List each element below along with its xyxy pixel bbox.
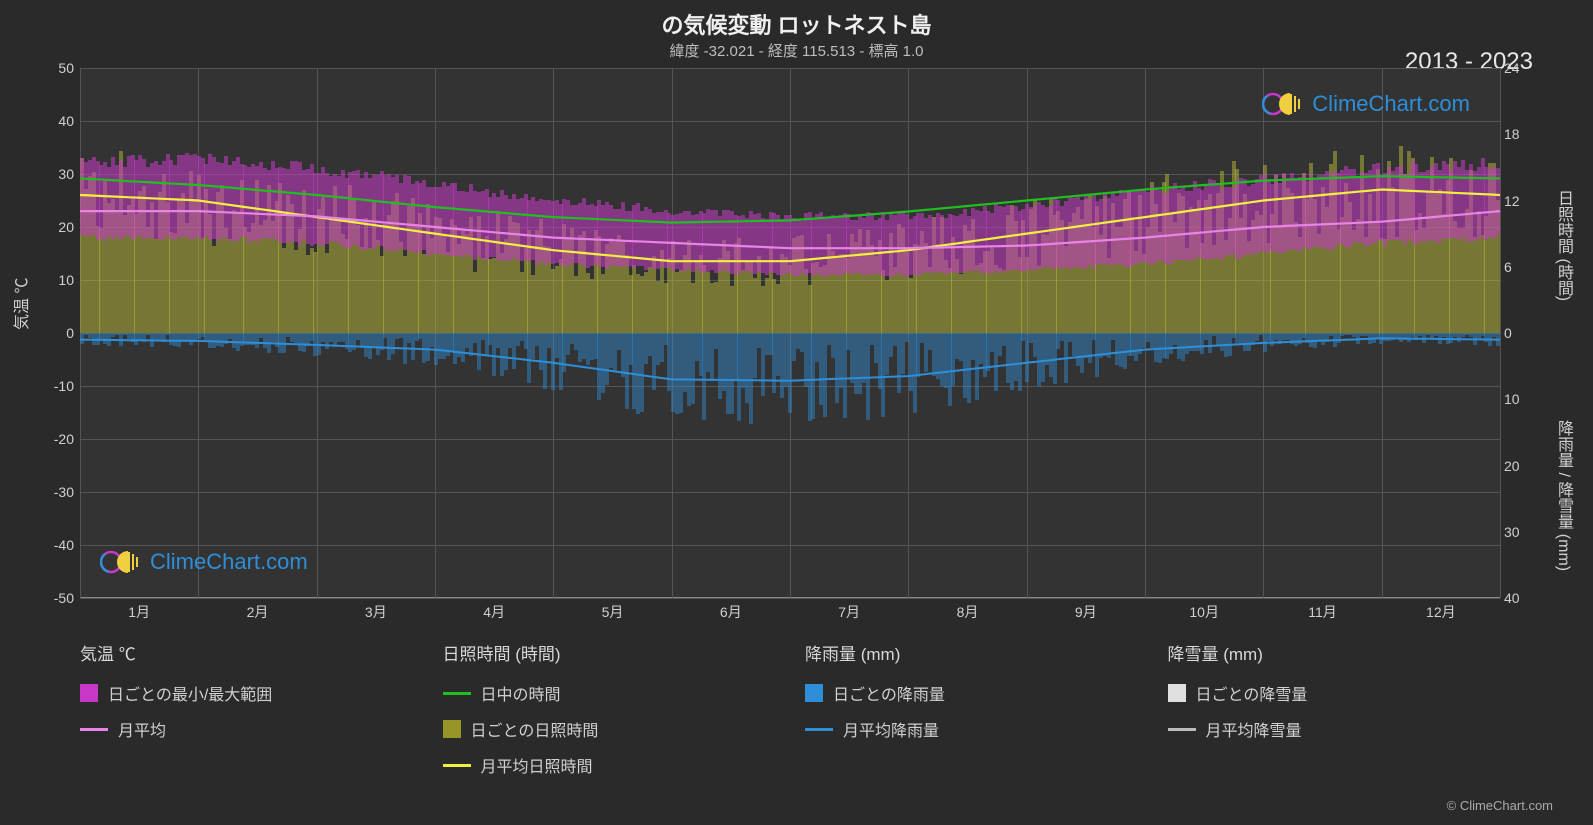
watermark-bottom: ClimeChart.com: [100, 548, 308, 576]
ytick-right: 6: [1504, 259, 1534, 275]
xtick-month: 12月: [1426, 602, 1456, 622]
watermark-text: ClimeChart.com: [150, 549, 308, 575]
legend-group-title: 気温 ℃: [80, 640, 413, 665]
ytick-left: 20: [40, 219, 74, 235]
ytick-left: 10: [40, 272, 74, 288]
legend-line-icon: [805, 728, 833, 731]
xtick-month: 11月: [1308, 602, 1337, 622]
legend-item-label: 月平均降雪量: [1206, 717, 1302, 741]
ytick-left: 40: [40, 113, 74, 129]
legend-swatch-icon: [443, 720, 461, 738]
legend-swatch-icon: [80, 684, 98, 702]
xtick-month: 6月: [720, 602, 742, 622]
legend-swatch-icon: [805, 684, 823, 702]
legend-swatch-icon: [1168, 684, 1186, 702]
legend-line-icon: [80, 728, 108, 731]
ytick-left: -50: [40, 590, 74, 606]
legend-item-label: 月平均降雨量: [843, 717, 939, 741]
legend-item-label: 月平均: [118, 717, 166, 741]
legend-item: 月平均降雨量: [805, 717, 1138, 741]
legend-item: 月平均日照時間: [443, 753, 776, 777]
xtick-month: 4月: [483, 602, 505, 622]
plot-area: ClimeChart.com ClimeChart.com -50-40-30-…: [80, 68, 1500, 598]
ytick-left: -10: [40, 378, 74, 394]
xtick-month: 2月: [247, 602, 269, 622]
gridline-h: [80, 598, 1500, 599]
legend-group-title: 降雨量 (mm): [805, 640, 1138, 665]
ytick-left: -20: [40, 431, 74, 447]
chart-title: の気候変動 ロットネスト島: [0, 8, 1593, 40]
legend-item-label: 日ごとの降雨量: [833, 681, 945, 705]
xtick-month: 5月: [602, 602, 624, 622]
ytick-right: 30: [1504, 524, 1534, 540]
ytick-right: 20: [1504, 458, 1534, 474]
ytick-right: 0: [1504, 325, 1534, 341]
xtick-month: 1月: [128, 602, 150, 622]
legend-item: 日ごとの日照時間: [443, 717, 776, 741]
legend-line-icon: [443, 764, 471, 767]
legend-item: 日ごとの降雨量: [805, 681, 1138, 705]
xtick-month: 7月: [838, 602, 860, 622]
copyright-label: © ClimeChart.com: [1447, 798, 1553, 813]
chart-subtitle: 緯度 -32.021 - 経度 115.513 - 標高 1.0: [0, 40, 1593, 61]
xtick-month: 8月: [957, 602, 979, 622]
ytick-right: 10: [1504, 391, 1534, 407]
ytick-right: 40: [1504, 590, 1534, 606]
legend-group: 気温 ℃ 日ごとの最小/最大範囲月平均: [80, 640, 413, 777]
legend-item: 月平均降雪量: [1168, 717, 1501, 741]
xtick-month: 3月: [365, 602, 387, 622]
legend-item-label: 日ごとの最小/最大範囲: [108, 681, 272, 705]
climate-chart-container: の気候変動 ロットネスト島 緯度 -32.021 - 経度 115.513 - …: [0, 0, 1593, 825]
legend-group-title: 日照時間 (時間): [443, 640, 776, 665]
climechart-logo-icon: [100, 548, 144, 576]
gridline-v: [1500, 68, 1501, 598]
legend-item: 日ごとの降雪量: [1168, 681, 1501, 705]
rain-avg-line: [80, 338, 1500, 380]
xtick-month: 10月: [1189, 602, 1219, 622]
legend-item: 月平均: [80, 717, 413, 741]
legend: 気温 ℃ 日ごとの最小/最大範囲月平均 日照時間 (時間) 日中の時間日ごとの日照時間…: [80, 640, 1500, 777]
legend-item: 日ごとの最小/最大範囲: [80, 681, 413, 705]
xtick-month: 9月: [1075, 602, 1097, 622]
legend-item: 日中の時間: [443, 681, 776, 705]
legend-group: 降雨量 (mm) 日ごとの降雨量月平均降雨量: [805, 640, 1138, 777]
line-layer: [80, 68, 1500, 598]
ytick-right: 12: [1504, 193, 1534, 209]
legend-group: 日照時間 (時間) 日中の時間日ごとの日照時間月平均日照時間: [443, 640, 776, 777]
ytick-right: 24: [1504, 60, 1534, 76]
legend-item-label: 日中の時間: [481, 681, 561, 705]
watermark-text: ClimeChart.com: [1312, 91, 1470, 117]
legend-line-icon: [443, 692, 471, 695]
legend-item-label: 日ごとの日照時間: [471, 717, 599, 741]
y-axis-right-bottom-label: 降雨量 / 降雪量 (mm): [1551, 420, 1575, 571]
temp-avg-line: [80, 211, 1500, 248]
watermark-top: ClimeChart.com: [1262, 90, 1470, 118]
y-axis-right-top-label: 日照時間 (時間): [1551, 190, 1575, 301]
ytick-left: 50: [40, 60, 74, 76]
legend-line-icon: [1168, 728, 1196, 731]
ytick-left: -30: [40, 484, 74, 500]
ytick-left: 0: [40, 325, 74, 341]
y-axis-left-label: 気温 ℃: [8, 278, 32, 330]
legend-group-title: 降雪量 (mm): [1168, 640, 1501, 665]
ytick-right: 18: [1504, 126, 1534, 142]
legend-item-label: 月平均日照時間: [481, 753, 593, 777]
legend-group: 降雪量 (mm) 日ごとの降雪量月平均降雪量: [1168, 640, 1501, 777]
ytick-left: 30: [40, 166, 74, 182]
ytick-left: -40: [40, 537, 74, 553]
legend-item-label: 日ごとの降雪量: [1196, 681, 1308, 705]
climechart-logo-icon: [1262, 90, 1306, 118]
